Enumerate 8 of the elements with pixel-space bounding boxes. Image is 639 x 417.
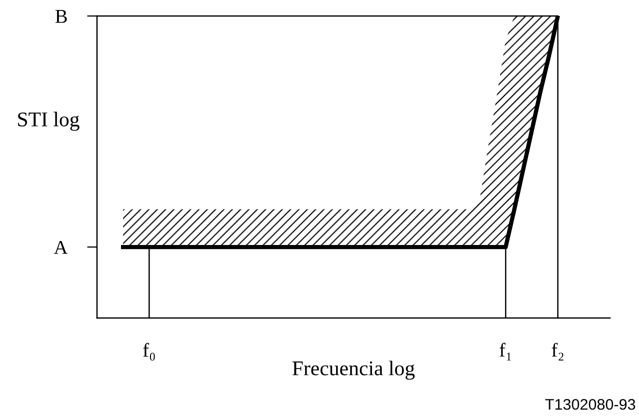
x-axis-title: Frecuencia log <box>292 360 415 380</box>
y-axis-title: STI log <box>18 112 80 131</box>
x-tick-label: f₁ <box>500 342 511 360</box>
text: A <box>54 240 68 254</box>
x-tick-label: f₀ <box>143 342 155 361</box>
x-tick-label: f₂ <box>552 342 564 360</box>
text: B <box>55 10 67 23</box>
text: T1302080-93 <box>545 398 636 410</box>
